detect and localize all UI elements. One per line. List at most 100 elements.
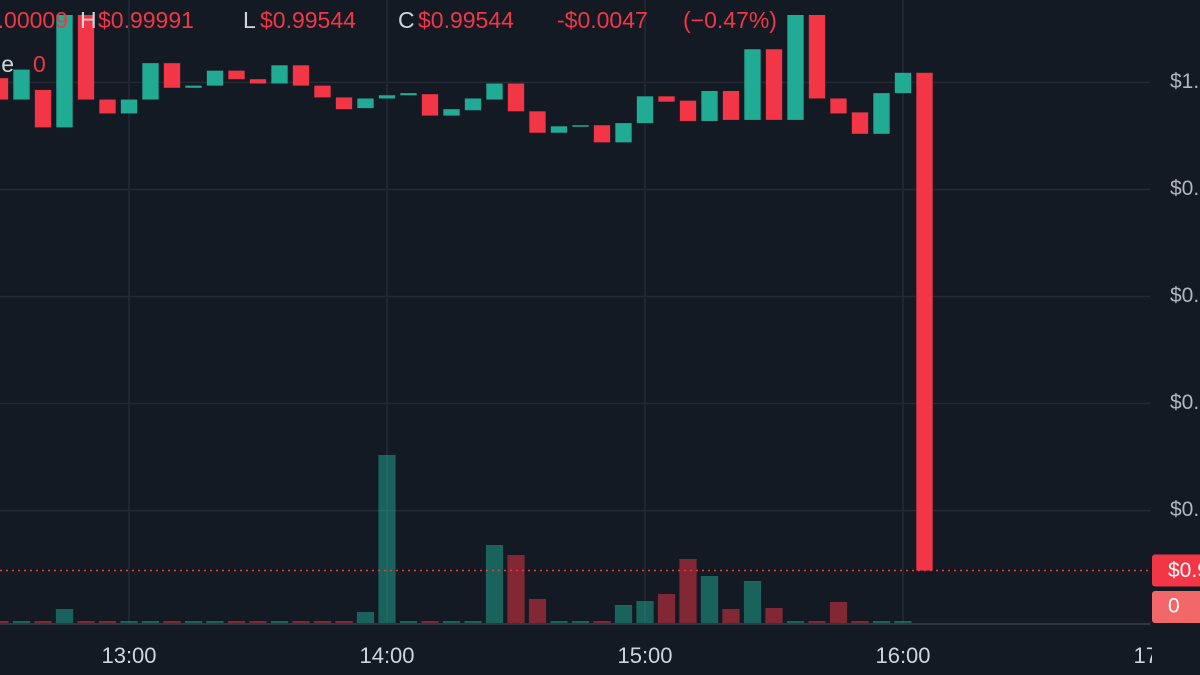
volume-bar: [485, 545, 504, 623]
legend-volume: 0: [33, 51, 46, 77]
volume-bar: [722, 609, 740, 623]
candle-body: [722, 90, 740, 120]
candle-body: [894, 72, 912, 94]
candle-body: [808, 14, 826, 99]
volume-bar: [227, 621, 246, 623]
candle-body: [593, 125, 611, 143]
legend-open: $1.00009: [0, 7, 68, 33]
candle-body: [744, 49, 761, 120]
volume-bar: [743, 581, 762, 623]
y-tick-label: $0.9990: [1170, 177, 1200, 200]
candle-body: [13, 69, 30, 100]
candle-body: [529, 111, 546, 133]
candle-body: [292, 65, 310, 86]
candle-body: [701, 90, 718, 121]
volume-bar: [120, 621, 138, 623]
legend-low-label: L: [243, 7, 256, 33]
candle-body: [0, 78, 9, 100]
legend-change: -$0.0047: [557, 7, 648, 33]
x-tick-label: 15:00: [617, 643, 672, 668]
volume-bar: [12, 621, 31, 623]
volume-bar: [894, 621, 912, 623]
candle-body: [120, 99, 138, 114]
candle-body: [873, 93, 890, 134]
candle-body: [335, 97, 353, 110]
volume-bar: [765, 608, 783, 623]
candle-body: [206, 70, 224, 86]
legend-close: $0.99544: [418, 7, 514, 33]
volume-bar: [184, 621, 203, 623]
volume-bar: [528, 599, 547, 623]
candle-body: [271, 65, 288, 84]
volume-bar: [421, 621, 439, 623]
volume-bar: [872, 621, 891, 623]
volume-bar: [679, 559, 697, 623]
candle-body: [636, 96, 654, 124]
volume-bar: [141, 621, 160, 623]
volume-bar: [464, 621, 482, 623]
x-tick-label: 14:00: [359, 643, 414, 668]
candle-body: [185, 85, 202, 88]
volume-bar: [335, 621, 353, 623]
volume-bar: [636, 601, 654, 623]
volume-bar: [808, 621, 826, 623]
candle-body: [163, 63, 181, 88]
price-tag: [1152, 554, 1200, 587]
volume-bar: [292, 621, 310, 623]
price-tag-label: $0.99544: [1168, 559, 1200, 582]
candle-body: [421, 94, 439, 116]
legend-high-label: H: [80, 7, 97, 33]
volume-bar: [249, 621, 267, 623]
volume-bar: [399, 621, 418, 623]
volume-bar: [313, 621, 332, 623]
volume-bar: [356, 612, 375, 623]
volume-bar: [0, 621, 9, 623]
candle-body: [851, 112, 869, 134]
volume-bar: [98, 621, 117, 623]
candle-body: [550, 126, 568, 133]
candle-body: [486, 83, 503, 100]
candle-body: [378, 95, 396, 99]
volume-bar: [571, 621, 590, 623]
volume-bar: [34, 621, 52, 623]
volume-bar: [442, 621, 461, 623]
y-tick-label: $0.9980: [1170, 284, 1200, 307]
volume-bar: [614, 605, 633, 623]
legend-close-label: C: [398, 7, 415, 33]
y-tick-label: $0.9960: [1170, 498, 1200, 521]
legend-volume-label: Volume: [0, 51, 14, 77]
candle-body: [830, 98, 847, 114]
volume-bar: [378, 455, 396, 623]
volume-bar: [270, 621, 289, 623]
candle-body: [400, 93, 417, 96]
volume-bar: [507, 555, 525, 623]
candle-body: [443, 109, 460, 116]
candle-body: [34, 89, 52, 128]
legend-low: $0.99544: [260, 7, 356, 33]
volume-tag-label: 0: [1168, 595, 1180, 618]
candle-body: [572, 125, 589, 127]
volume-bar: [55, 609, 74, 623]
candle-body: [765, 49, 783, 120]
volume-bar: [786, 621, 805, 623]
legend-high: $0.99991: [98, 7, 194, 33]
volume-tag: [1152, 591, 1200, 623]
candle-body: [56, 14, 73, 128]
volume-bar: [829, 602, 848, 623]
volume-bar: [77, 621, 95, 623]
y-tick-label: $1.0000: [1170, 70, 1200, 93]
y-tick-label: $0.9970: [1170, 391, 1200, 414]
candle-body: [99, 99, 116, 114]
candle-body: [77, 14, 95, 100]
volume-bar: [700, 576, 719, 623]
candle-body: [142, 63, 159, 100]
candle-body: [787, 14, 804, 120]
candle-body: [679, 100, 697, 121]
candle-body: [916, 72, 933, 571]
candle-body: [249, 79, 267, 84]
x-tick-label: 16:00: [875, 643, 930, 668]
x-tick-label: 13:00: [101, 643, 156, 668]
candle-body: [357, 98, 374, 109]
